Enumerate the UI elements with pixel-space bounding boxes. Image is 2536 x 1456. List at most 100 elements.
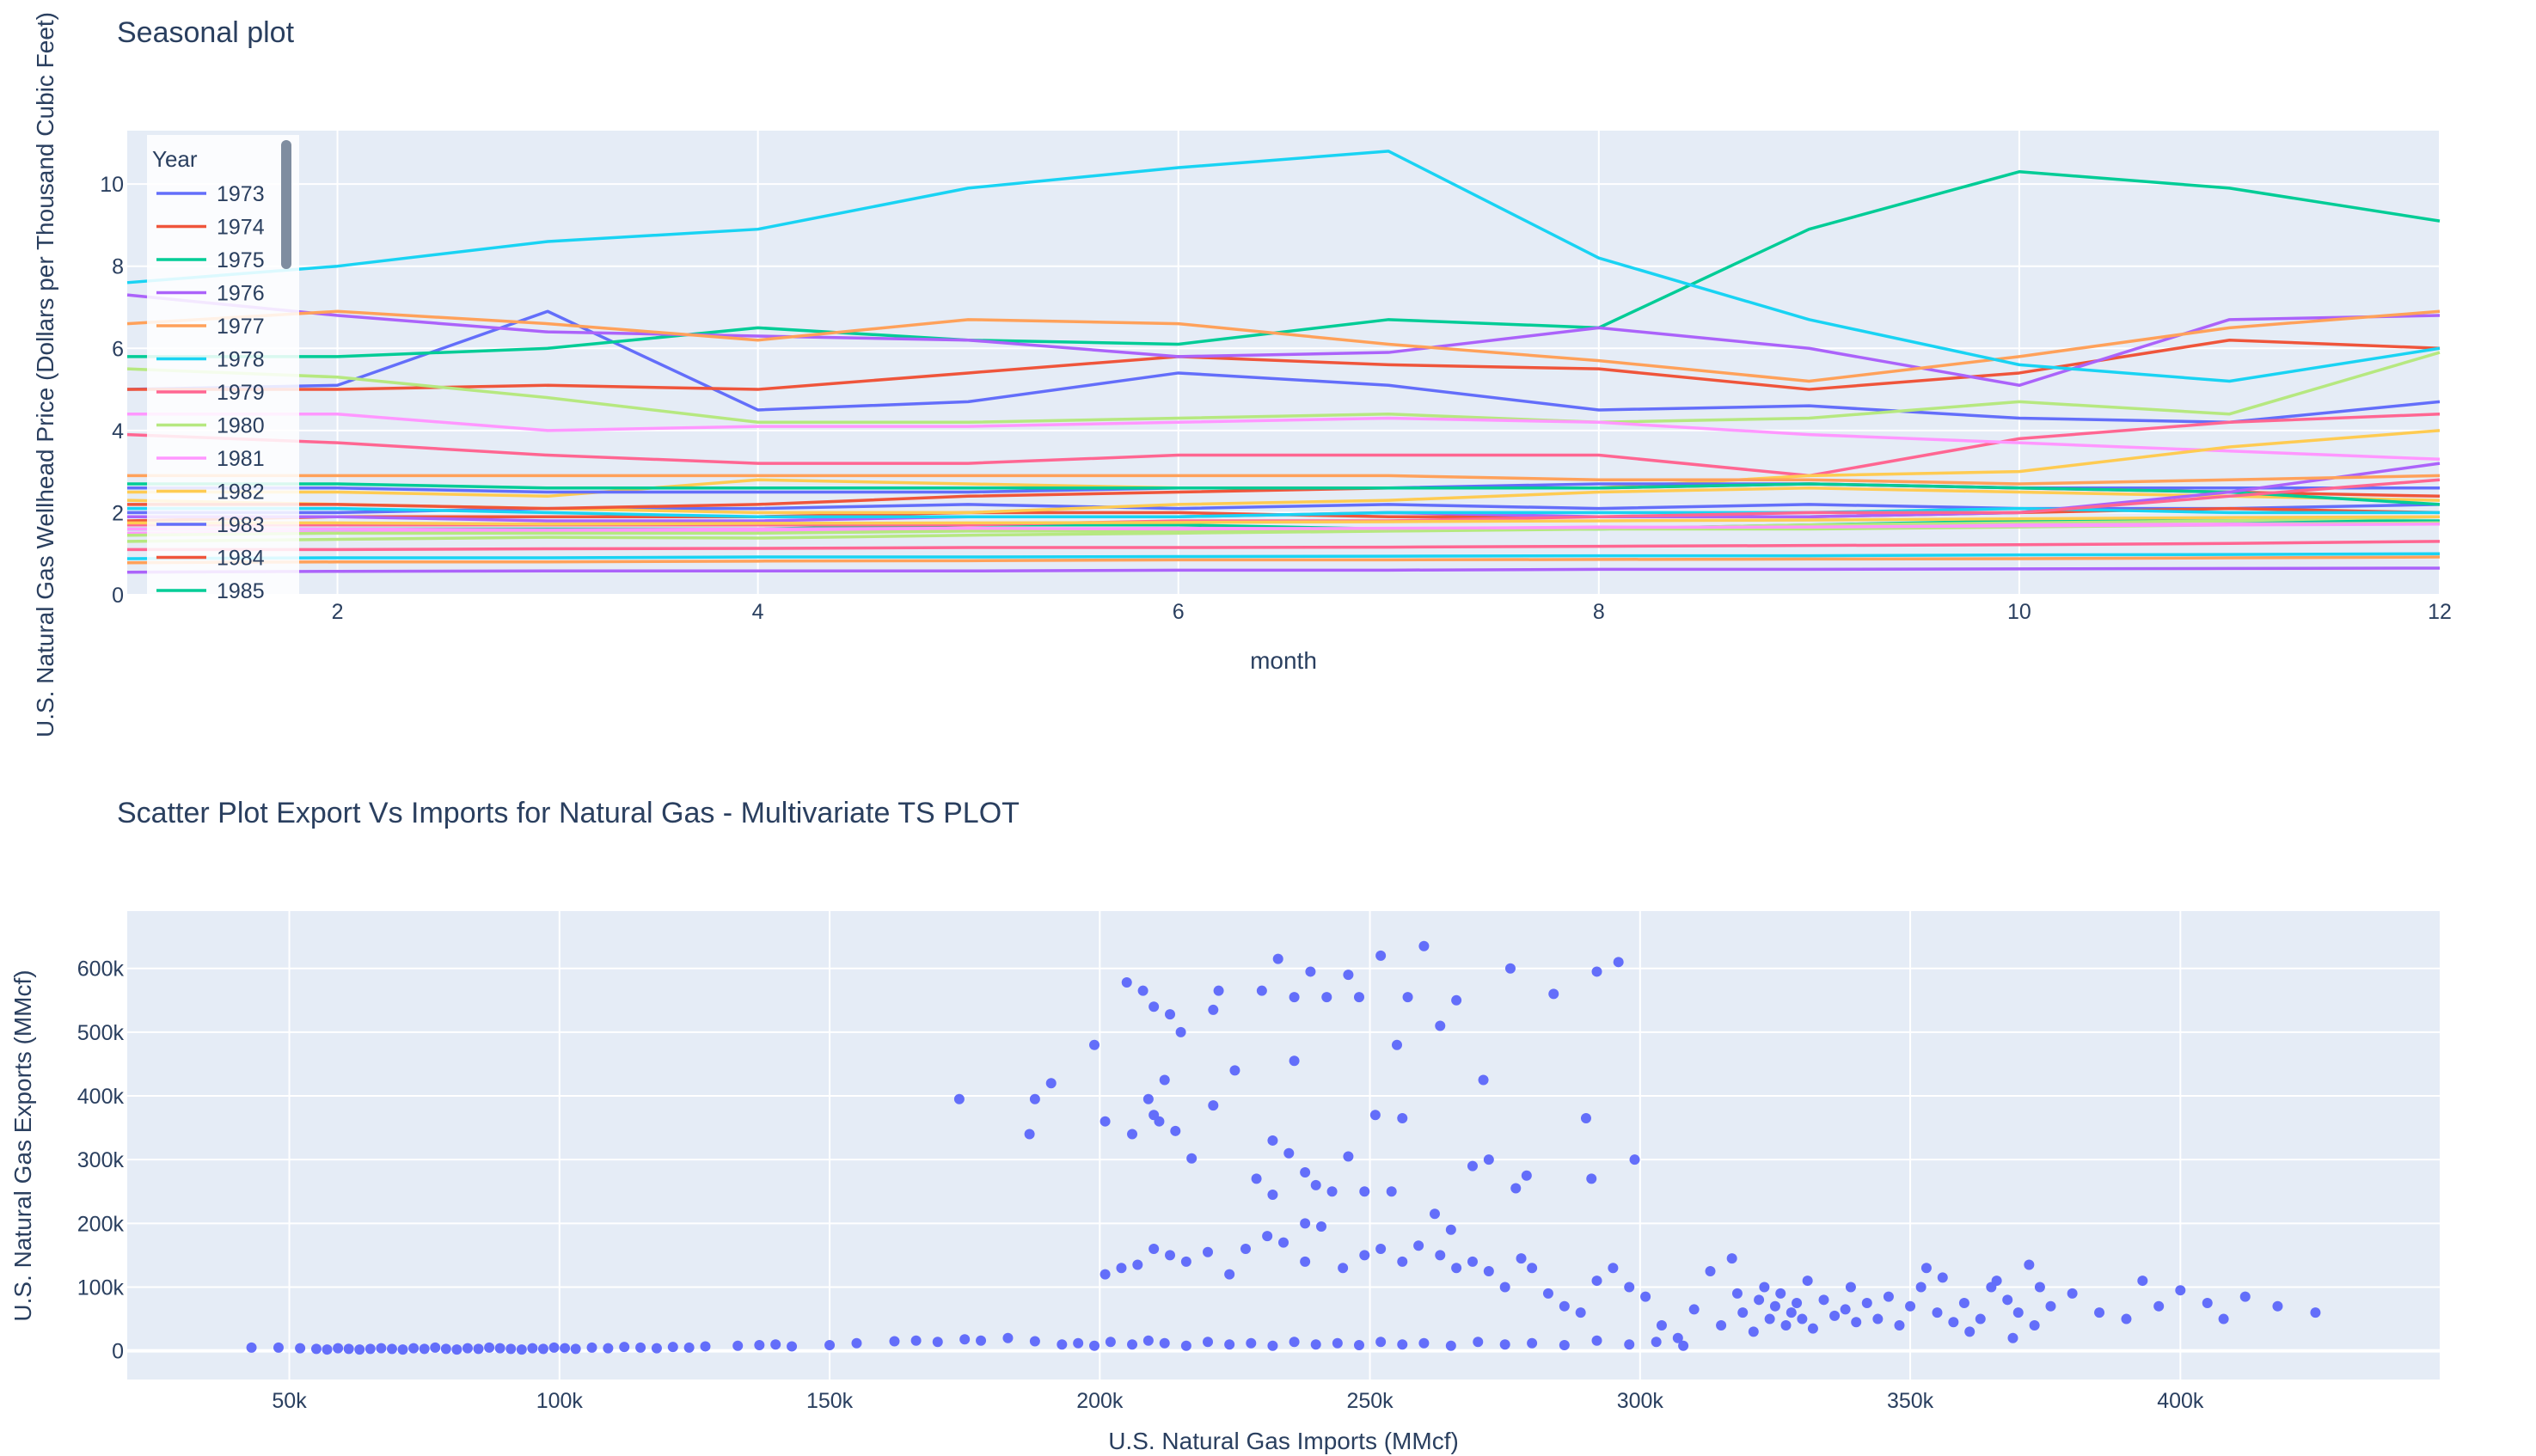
scatter-point	[1300, 1218, 1311, 1229]
scatter-point	[1797, 1313, 1808, 1324]
legend-label[interactable]: 1984	[217, 547, 265, 571]
scatter-point	[1737, 1307, 1749, 1318]
series-line-4	[126, 309, 2441, 383]
scatter-point	[473, 1343, 484, 1355]
scatter-point	[586, 1342, 597, 1353]
scatter-point	[1045, 1078, 1057, 1089]
scatter-point	[2239, 1291, 2251, 1302]
scatter-point	[1089, 1039, 1100, 1050]
scatter-point	[1591, 1335, 1602, 1346]
scatter-point	[1142, 1335, 1154, 1346]
scatter-point	[1840, 1304, 1851, 1315]
scatter-point	[1397, 1339, 1408, 1350]
scatter-point	[527, 1343, 538, 1354]
scatter-point	[494, 1343, 505, 1354]
scatter-point	[2012, 1307, 2024, 1318]
legend-label[interactable]: 1982	[217, 480, 265, 505]
scatter-point	[1105, 1337, 1116, 1348]
scatter-x-axis-label: U.S. Natural Gas Imports (MMcf)	[1108, 1428, 1459, 1454]
y-tick-label: 400k	[77, 1085, 125, 1109]
scatter-point	[1375, 950, 1387, 961]
legend-label[interactable]: 1977	[217, 315, 265, 339]
scatter-point	[1705, 1265, 1716, 1276]
scatter-point	[1159, 1337, 1170, 1349]
scatter-point	[273, 1342, 284, 1353]
seasonal-lines	[126, 150, 2441, 574]
scatter-point	[1149, 1001, 1160, 1012]
scatter-point	[1186, 1153, 1198, 1164]
scatter-point	[1402, 992, 1413, 1003]
series-line-24	[127, 474, 2441, 486]
scatter-point	[2007, 1332, 2018, 1343]
legend-label[interactable]: 1978	[217, 348, 265, 372]
series-line-5	[126, 150, 2441, 383]
scatter-point	[1240, 1243, 1252, 1254]
scatter-point	[1786, 1307, 1797, 1318]
scatter-point	[1807, 1323, 1818, 1334]
y-tick-label: 500k	[77, 1021, 125, 1045]
scatter-point	[1948, 1317, 1959, 1328]
scatter-point	[770, 1339, 781, 1350]
scatter-point	[1651, 1337, 1662, 1348]
y-tick-label: 8	[112, 255, 124, 279]
scatter-point	[667, 1342, 678, 1353]
scatter-point	[1467, 1256, 1478, 1267]
legend-label[interactable]: 1976	[217, 282, 265, 306]
scatter-plot-title: Scatter Plot Export Vs Imports for Natur…	[117, 797, 1020, 829]
scatter-point	[1256, 985, 1267, 996]
scatter-point	[1267, 1340, 1278, 1351]
scatter-point	[1559, 1300, 1570, 1312]
scatter-point	[1580, 1112, 1591, 1123]
scatter-point	[1932, 1307, 1943, 1318]
scatter-point	[1149, 1243, 1160, 1254]
scatter-point	[1289, 1337, 1300, 1348]
y-tick-label: 4	[112, 419, 124, 444]
legend-label[interactable]: 1979	[217, 381, 265, 405]
scatter-point	[1792, 1298, 1803, 1309]
legend-scrollbar[interactable]	[281, 140, 291, 269]
x-tick-label: 300k	[1617, 1389, 1664, 1413]
scatter-plot: Scatter Plot Export Vs Imports for Natur…	[9, 797, 2440, 1454]
scatter-point	[516, 1344, 527, 1355]
scatter-point	[1818, 1294, 1829, 1306]
scatter-point	[2153, 1300, 2165, 1312]
scatter-point	[1754, 1294, 1765, 1306]
scatter-point	[1326, 1186, 1338, 1197]
scatter-point	[1964, 1326, 1976, 1337]
legend-label[interactable]: 1983	[217, 513, 265, 537]
legend-label[interactable]: 1985	[217, 579, 265, 603]
legend-label[interactable]: 1981	[217, 447, 265, 471]
scatter-point	[1149, 1110, 1160, 1121]
scatter-point	[397, 1344, 408, 1355]
scatter-point	[1132, 1259, 1143, 1270]
scatter-point	[1473, 1337, 1484, 1348]
y-tick-label: 200k	[77, 1212, 125, 1236]
scatter-point	[1451, 1263, 1462, 1274]
scatter-point	[1764, 1313, 1775, 1324]
seasonal-y-axis-label: U.S. Natural Gas Wellhead Price (Dollars…	[32, 12, 58, 737]
scatter-points	[246, 940, 2321, 1355]
scatter-point	[1029, 1336, 1040, 1347]
scatter-point	[1229, 1065, 1240, 1076]
scatter-point	[1180, 1256, 1191, 1267]
scatter-point	[1203, 1337, 1214, 1348]
legend-label[interactable]: 1975	[217, 248, 265, 272]
scatter-point	[419, 1343, 430, 1355]
legend-label[interactable]: 1980	[217, 414, 265, 438]
series-line-13	[126, 566, 2441, 574]
legend-title: Year	[152, 146, 198, 172]
scatter-point	[1321, 992, 1332, 1003]
legend-label[interactable]: 1973	[217, 182, 265, 206]
legend-label[interactable]: 1974	[217, 216, 265, 240]
scatter-point	[537, 1343, 548, 1355]
seasonal-x-ticks: 2 4 6 8 10 12	[332, 600, 2452, 624]
y-tick-label: 600k	[77, 957, 125, 982]
scatter-point	[1656, 1319, 1667, 1331]
scatter-point	[1224, 1339, 1235, 1350]
scatter-point	[910, 1335, 922, 1346]
legend-box	[147, 135, 299, 599]
scatter-point	[1100, 1116, 1111, 1127]
scatter-point	[1208, 1100, 1219, 1111]
x-tick-label: 350k	[1887, 1389, 1934, 1413]
scatter-point	[343, 1343, 354, 1355]
